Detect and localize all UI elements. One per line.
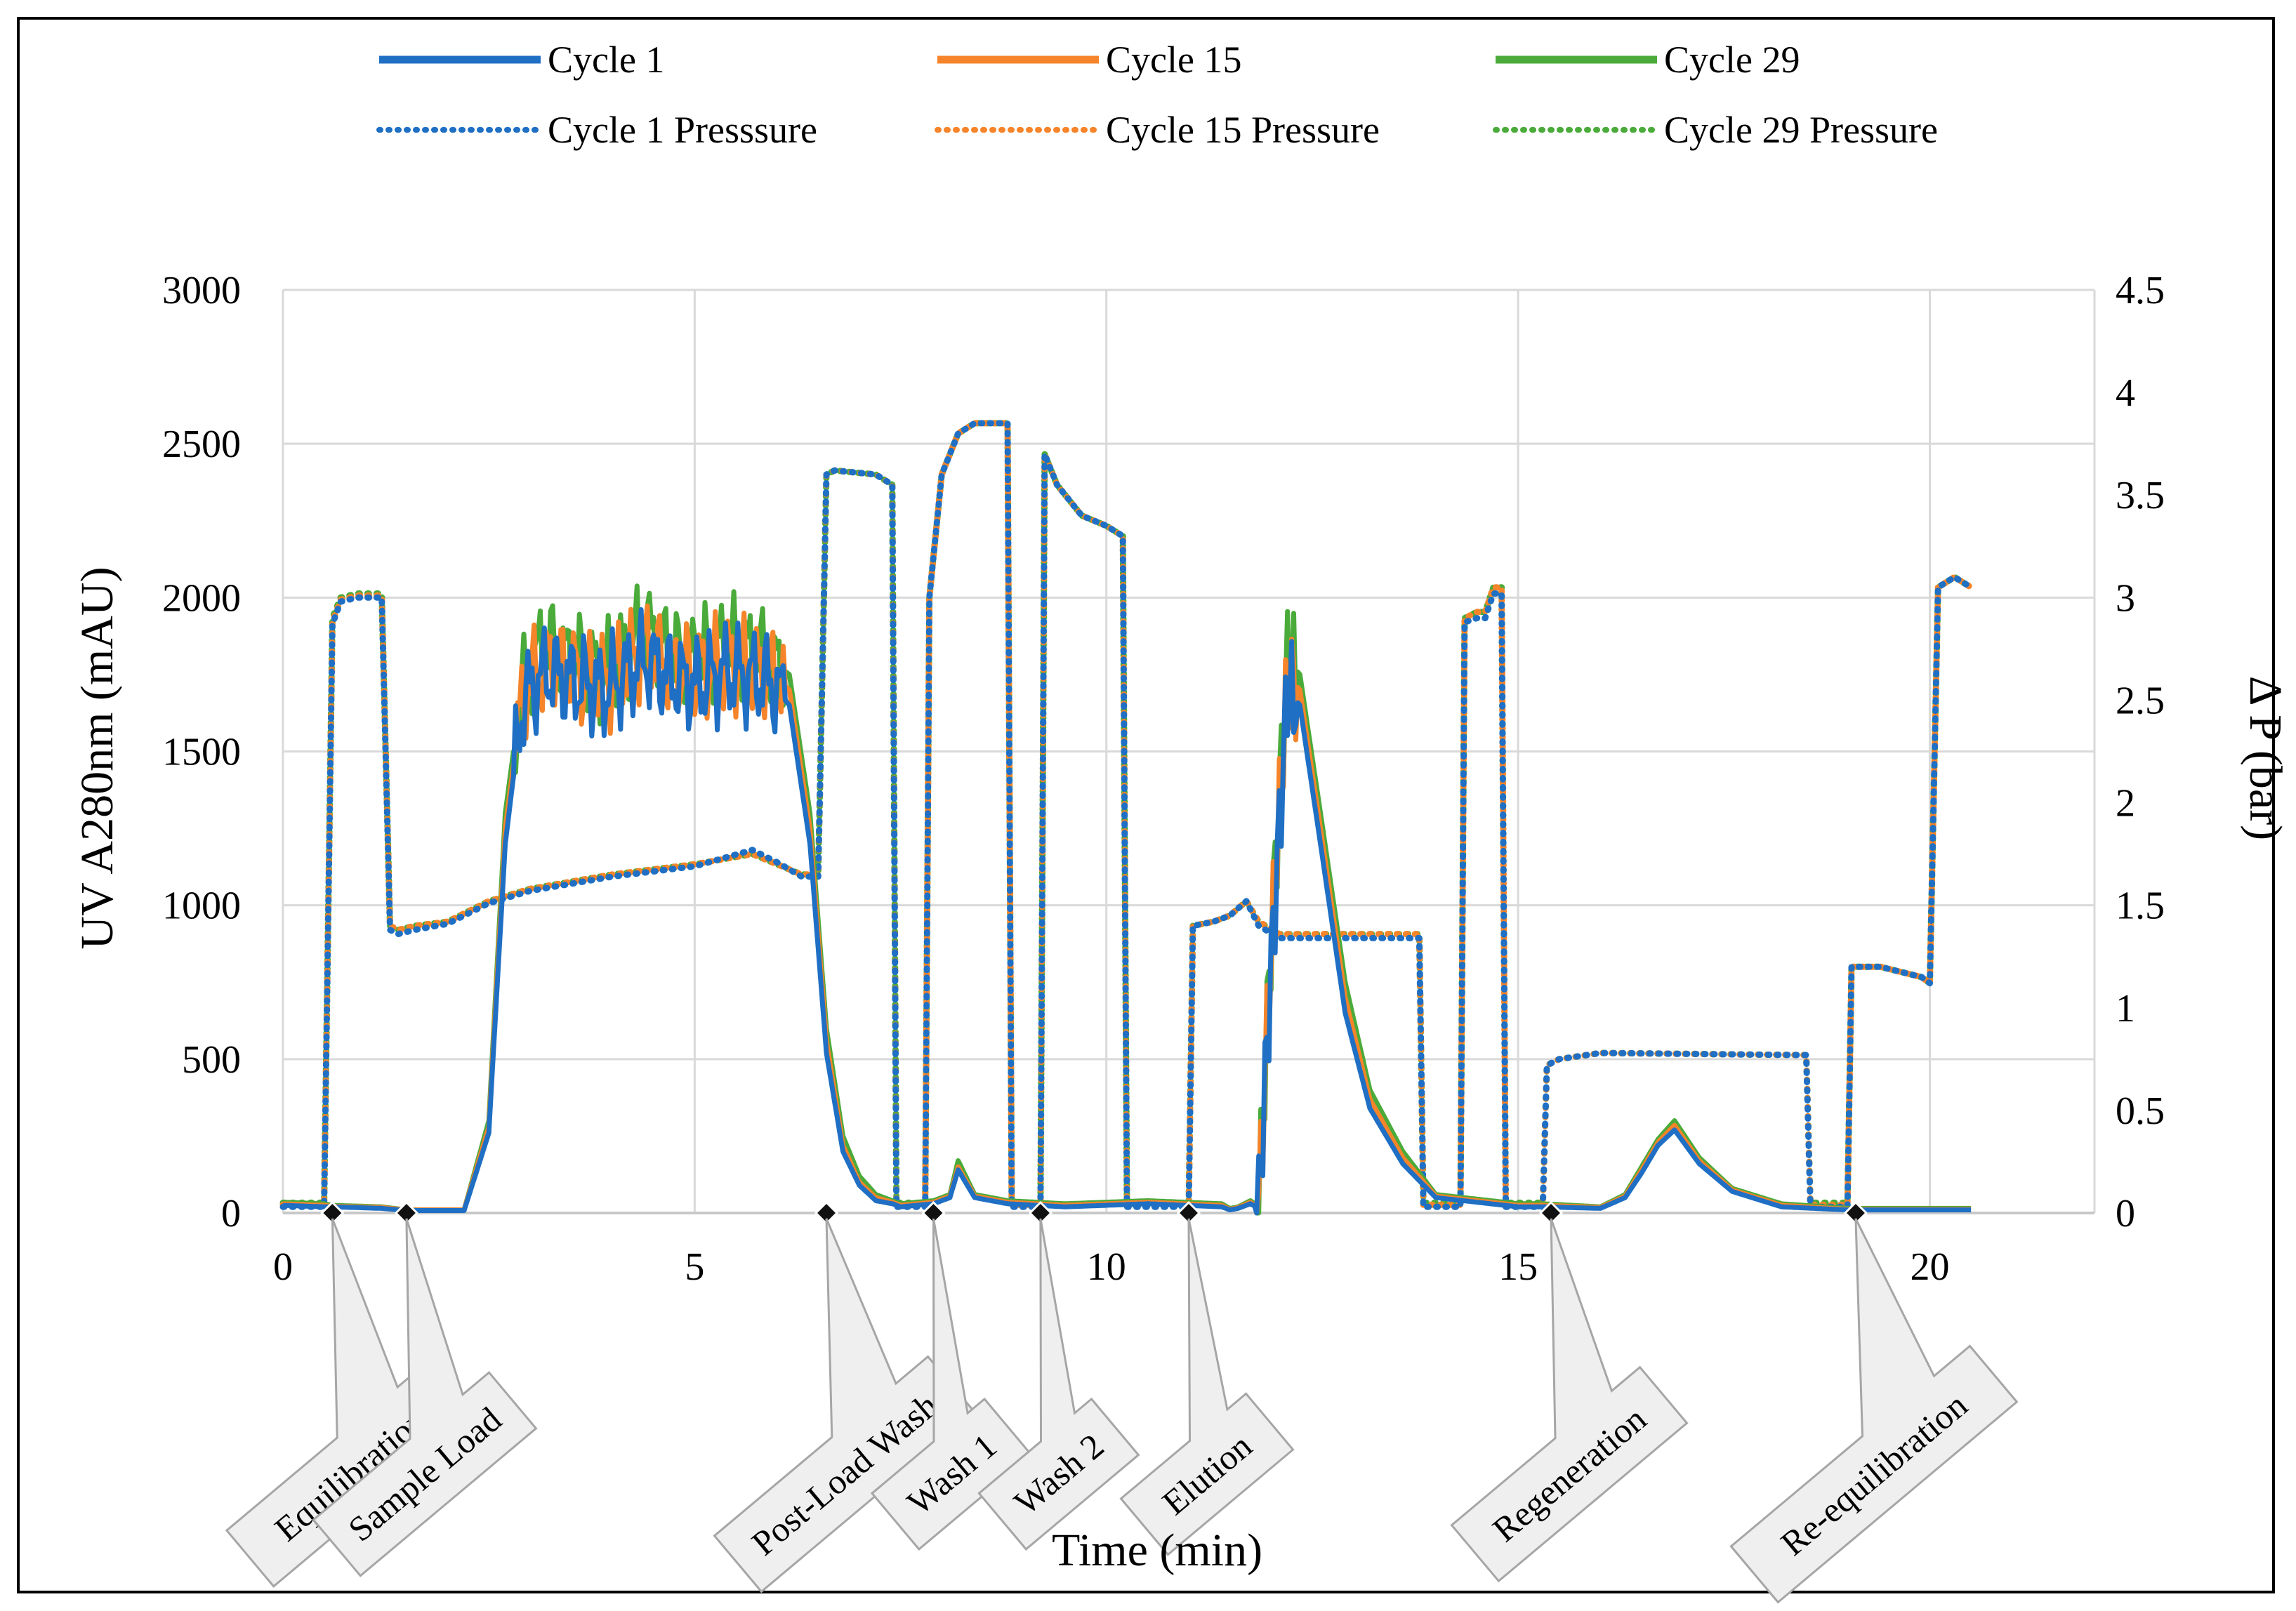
y2-tick-label: 4 bbox=[2116, 371, 2135, 415]
y2-tick-label: 0 bbox=[2116, 1192, 2135, 1235]
legend: Cycle 1 Cycle 15 Cycle 29 Cycle 1 Presssure… bbox=[376, 39, 1938, 151]
callout-box bbox=[713, 1218, 977, 1593]
x-tick-label: 0 bbox=[273, 1245, 293, 1289]
legend-label: Cycle 1 bbox=[548, 39, 664, 81]
y-axis-title: UV A280nm (mAU) bbox=[72, 566, 123, 949]
y2-tick-label: 1 bbox=[2116, 987, 2135, 1030]
legend-label: Cycle 29 bbox=[1664, 39, 1800, 81]
callout-box bbox=[870, 1218, 1034, 1551]
x-tick-label: 15 bbox=[1498, 1245, 1538, 1289]
series-layer bbox=[279, 420, 1974, 1216]
legend-label: Cycle 29 Pressure bbox=[1664, 109, 1938, 151]
y-tick-label: 2500 bbox=[162, 423, 241, 466]
x-tick-label: 10 bbox=[1087, 1245, 1126, 1289]
callout-box bbox=[312, 1218, 538, 1577]
callout-box bbox=[1450, 1218, 1689, 1583]
y2-tick-label: 0.5 bbox=[2116, 1089, 2165, 1133]
y2-tick-label: 2.5 bbox=[2116, 679, 2165, 722]
phase-callout: Elution bbox=[1119, 1218, 1295, 1556]
y2-tick-label: 1.5 bbox=[2116, 884, 2165, 928]
x-tick-label: 20 bbox=[1910, 1245, 1949, 1289]
phase-callout: Re-equilibration bbox=[1729, 1218, 2019, 1604]
y2-tick-label: 2 bbox=[2116, 782, 2135, 826]
y-tick-label: 1500 bbox=[162, 731, 241, 774]
legend-label: Cycle 15 bbox=[1106, 39, 1241, 81]
y2-tick-label: 3 bbox=[2116, 576, 2135, 620]
y2-axis-title: Δ P (bar) bbox=[2240, 676, 2291, 840]
x-tick-label: 5 bbox=[685, 1245, 704, 1289]
y-tick-label: 500 bbox=[182, 1038, 241, 1082]
y2-tick-label: 3.5 bbox=[2116, 474, 2165, 517]
callout-box bbox=[1119, 1218, 1295, 1556]
y-tick-label: 1000 bbox=[162, 884, 241, 928]
pressure-series-line bbox=[279, 420, 1974, 1210]
callout-box bbox=[1729, 1218, 2019, 1604]
uv-series-line bbox=[282, 607, 1972, 1216]
legend-label: Cycle 1 Presssure bbox=[548, 109, 817, 151]
callout-box bbox=[977, 1218, 1140, 1551]
y-tick-label: 3000 bbox=[162, 269, 241, 312]
phase-callout: Regeneration bbox=[1450, 1218, 1689, 1583]
y-tick-label: 2000 bbox=[162, 576, 241, 620]
y2-tick-label: 4.5 bbox=[2116, 269, 2165, 312]
axes-layer: 0 500 1000 1500 2000 2500 3000 0 0.5 1 1.5 2 2.5 3 3.5… bbox=[162, 269, 2165, 1289]
x-axis-title: Time (min) bbox=[1052, 1525, 1262, 1576]
y-tick-label: 0 bbox=[221, 1192, 241, 1235]
legend-label: Cycle 15 Pressure bbox=[1106, 109, 1380, 151]
